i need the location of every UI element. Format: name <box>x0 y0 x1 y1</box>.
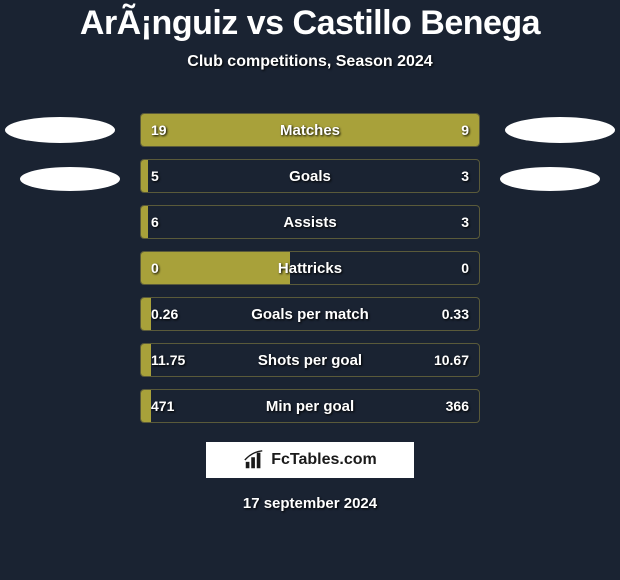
footer-date: 17 september 2024 <box>0 495 620 512</box>
decorative-ellipse-right-1 <box>505 117 615 143</box>
bar-value-left: 0.26 <box>151 298 178 330</box>
bar-list: 199Matches53Goals63Assists00Hattricks0.2… <box>140 113 480 423</box>
brand-badge: FcTables.com <box>205 441 415 479</box>
bar-value-left: 6 <box>151 206 159 238</box>
bar-chart-icon <box>243 449 265 471</box>
bar-label: Min per goal <box>141 390 479 422</box>
bar-label: Shots per goal <box>141 344 479 376</box>
bar-label: Goals per match <box>141 298 479 330</box>
brand-text: FcTables.com <box>271 451 377 469</box>
page-subtitle: Club competitions, Season 2024 <box>0 53 620 71</box>
bar-row: 5 3Goals <box>140 159 480 193</box>
bar-fill-left <box>141 160 148 192</box>
bar-fill-left <box>141 344 151 376</box>
bar-value-left: 5 <box>151 160 159 192</box>
header: ArÃ¡nguiz vs Castillo Benega Club compet… <box>0 0 620 71</box>
decorative-ellipse-left-1 <box>5 117 115 143</box>
bar-row: 199Matches <box>140 113 480 147</box>
bar-value-left: 471 <box>151 390 174 422</box>
bar-value-right: 3 <box>461 160 469 192</box>
bar-label: Assists <box>141 206 479 238</box>
comparison-chart: 199Matches53Goals63Assists00Hattricks0.2… <box>0 113 620 423</box>
bar-fill-left <box>141 298 151 330</box>
bar-label: Goals <box>141 160 479 192</box>
bar-fill-left <box>141 252 290 284</box>
bar-value-right: 0 <box>461 252 469 284</box>
decorative-ellipse-left-2 <box>20 167 120 191</box>
page-title: ArÃ¡nguiz vs Castillo Benega <box>0 4 620 43</box>
bar-fill-left <box>141 114 371 146</box>
bar-row: 471 366Min per goal <box>140 389 480 423</box>
bar-value-left: 0 <box>151 252 159 284</box>
bar-row: 6 3Assists <box>140 205 480 239</box>
bar-value-right: 3 <box>461 206 469 238</box>
bar-value-right: 0.33 <box>442 298 469 330</box>
bar-value-left: 11.75 <box>151 344 185 376</box>
bar-value-right: 366 <box>446 390 469 422</box>
bar-value-right: 10.67 <box>434 344 469 376</box>
bar-fill-left <box>141 206 148 238</box>
bar-value-left: 19 <box>151 114 167 146</box>
decorative-ellipse-right-2 <box>500 167 600 191</box>
bar-row: 00Hattricks <box>140 251 480 285</box>
bar-row: 11.75 10.67Shots per goal <box>140 343 480 377</box>
bar-fill-left <box>141 390 151 422</box>
bar-row: 0.26 0.33Goals per match <box>140 297 480 331</box>
bar-value-right: 9 <box>461 114 469 146</box>
